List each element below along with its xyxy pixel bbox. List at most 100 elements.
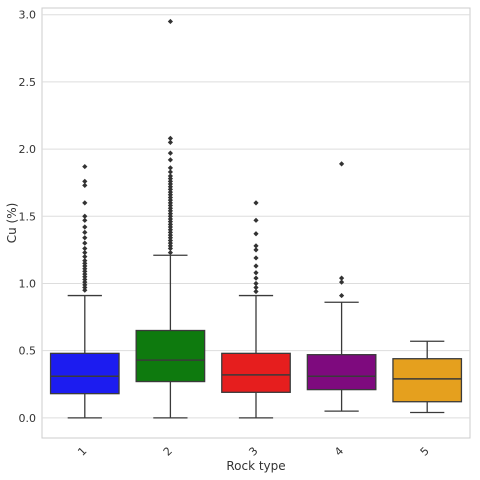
outlier-point bbox=[167, 194, 173, 201]
outlier-point bbox=[253, 288, 259, 295]
y-tick-labels: 0.0 0.5 1.0 1.5 2.0 2.5 3.0 bbox=[19, 9, 37, 425]
outlier-point bbox=[253, 284, 259, 291]
outlier-point bbox=[82, 200, 88, 206]
outlier-point bbox=[82, 274, 88, 280]
outlier-point bbox=[167, 229, 173, 236]
x-tick-labels: 1 2 3 4 5 bbox=[75, 444, 432, 458]
outlier-point bbox=[82, 284, 88, 291]
outlier-point bbox=[167, 186, 173, 193]
outlier-point bbox=[253, 247, 259, 253]
outlier-point bbox=[253, 217, 259, 223]
outlier-point bbox=[167, 181, 173, 187]
iqr-box bbox=[135, 329, 206, 383]
outlier-point bbox=[167, 169, 173, 175]
iqr-box bbox=[306, 354, 377, 391]
outlier-point bbox=[82, 182, 88, 188]
y-axis-label: Cu (%) bbox=[5, 203, 19, 244]
outlier-point bbox=[167, 18, 173, 25]
outlier-point bbox=[167, 139, 173, 145]
outlier-point bbox=[253, 243, 259, 249]
outlier-point bbox=[82, 276, 88, 283]
outlier-point bbox=[167, 210, 173, 217]
outlier-point bbox=[167, 157, 173, 163]
outlier-point bbox=[339, 292, 345, 299]
y-tick-label: 3.0 bbox=[19, 9, 37, 22]
x-tick-label: 2 bbox=[161, 444, 175, 458]
outlier-point bbox=[167, 184, 173, 190]
outlier-point bbox=[167, 197, 173, 203]
outlier-point bbox=[167, 243, 173, 249]
outlier-point bbox=[82, 253, 88, 260]
outlier-point bbox=[82, 260, 88, 266]
outlier-point bbox=[82, 266, 88, 272]
iqr-box bbox=[49, 352, 120, 395]
outlier-point bbox=[167, 176, 173, 182]
x-tick-label: 1 bbox=[75, 444, 89, 458]
box-2 bbox=[135, 18, 206, 419]
iqr-box bbox=[392, 358, 463, 403]
outlier-point bbox=[167, 178, 173, 184]
x-tick-label: 5 bbox=[418, 444, 432, 458]
outlier-point bbox=[167, 232, 173, 238]
grid-lines bbox=[42, 14, 470, 419]
outlier-point bbox=[167, 173, 173, 179]
outlier-point bbox=[82, 217, 88, 223]
outlier-point bbox=[82, 229, 88, 236]
y-tick-label: 0.5 bbox=[19, 345, 37, 358]
outlier-point bbox=[339, 279, 345, 285]
outlier-point bbox=[253, 263, 259, 269]
outlier-point bbox=[82, 249, 88, 256]
outlier-point bbox=[167, 189, 173, 195]
outlier-point bbox=[167, 245, 173, 252]
y-tick-label: 2.5 bbox=[19, 76, 37, 89]
box-3 bbox=[221, 200, 291, 419]
outlier-point bbox=[167, 235, 173, 241]
outlier-point bbox=[82, 240, 88, 246]
outlier-point bbox=[253, 255, 259, 261]
y-tick-label: 2.0 bbox=[19, 143, 37, 156]
outlier-point bbox=[167, 202, 173, 209]
y-tick-label: 1.5 bbox=[19, 210, 37, 223]
outlier-point bbox=[339, 275, 345, 281]
outlier-point bbox=[167, 240, 173, 246]
outlier-point bbox=[253, 270, 259, 276]
outlier-point bbox=[167, 237, 173, 244]
outlier-point bbox=[82, 258, 88, 264]
box-series bbox=[49, 18, 463, 419]
outlier-point bbox=[82, 224, 88, 230]
outlier-point bbox=[167, 216, 173, 222]
outlier-point bbox=[82, 282, 88, 288]
box-5 bbox=[392, 340, 463, 414]
outlier-point bbox=[82, 235, 88, 241]
outlier-point bbox=[253, 200, 259, 206]
outlier-point bbox=[339, 161, 345, 167]
outlier-point bbox=[167, 200, 173, 206]
x-axis-label: Rock type bbox=[226, 459, 285, 473]
outlier-point bbox=[167, 165, 173, 171]
outlier-point bbox=[82, 263, 88, 269]
outlier-point bbox=[167, 221, 173, 227]
outlier-point bbox=[167, 249, 173, 256]
outlier-point bbox=[82, 178, 88, 184]
outlier-point bbox=[167, 224, 173, 230]
outlier-point bbox=[167, 135, 173, 141]
outlier-point bbox=[82, 213, 88, 219]
outlier-point bbox=[82, 245, 88, 252]
box-4 bbox=[306, 161, 377, 412]
outlier-point bbox=[253, 280, 259, 287]
outlier-point bbox=[167, 227, 173, 233]
outlier-point bbox=[82, 268, 88, 274]
y-tick-label: 0.0 bbox=[19, 412, 37, 425]
outlier-point bbox=[82, 271, 88, 277]
outlier-point bbox=[253, 275, 259, 281]
x-tick-label: 3 bbox=[246, 444, 260, 458]
y-tick-label: 1.0 bbox=[19, 277, 37, 290]
outlier-point bbox=[167, 150, 173, 156]
outlier-point bbox=[167, 219, 173, 225]
outlier-point bbox=[82, 287, 88, 293]
outlier-point bbox=[167, 213, 173, 219]
x-tick-label: 4 bbox=[332, 444, 346, 458]
box-1 bbox=[49, 163, 120, 419]
